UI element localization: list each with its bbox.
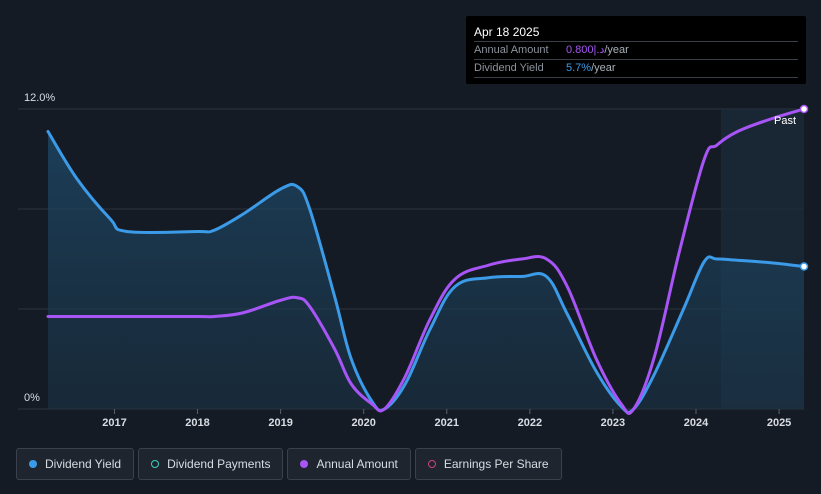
tooltip-yield-row: Dividend Yield 5.7% /year xyxy=(474,59,798,77)
dividend-yield-end-marker xyxy=(799,262,809,271)
legend-earnings-per-share[interactable]: Earnings Per Share xyxy=(414,448,562,480)
legend-dividend-payments[interactable]: Dividend Payments xyxy=(138,448,284,480)
x-tick-label: 2018 xyxy=(185,417,209,429)
tooltip: Apr 18 2025 Annual Amount 0.800|.د /year… xyxy=(466,16,806,84)
tooltip-annual-row: Annual Amount 0.800|.د /year xyxy=(474,41,798,59)
series-lines xyxy=(46,104,809,416)
y-axis-bottom-label: 0% xyxy=(24,392,40,404)
dividend-payments-ring-icon xyxy=(151,460,160,468)
x-tick-label: 2024 xyxy=(684,417,709,429)
legend-dividend-payments-label: Dividend Payments xyxy=(167,457,271,471)
x-tick-label: 2019 xyxy=(268,417,292,429)
x-tick-label: 2022 xyxy=(518,417,542,429)
tooltip-annual-unit: /year xyxy=(604,44,629,56)
tooltip-annual-value: 0.800|.د xyxy=(566,44,605,56)
x-tick-label: 2021 xyxy=(435,417,459,429)
tooltip-date: Apr 18 2025 xyxy=(474,25,540,39)
legend-dividend-yield-label: Dividend Yield xyxy=(45,457,122,471)
legend-earnings-per-share-label: Earnings Per Share xyxy=(443,457,549,471)
legend: Dividend Yield Dividend Payments Annual … xyxy=(16,448,562,480)
annual-amount-end-marker xyxy=(799,104,809,114)
x-tick-label: 2017 xyxy=(102,417,126,429)
dividend-yield-line xyxy=(46,130,806,415)
earnings-per-share-ring-icon xyxy=(427,460,436,468)
annual-amount-dot-icon xyxy=(300,460,309,468)
y-axis-top-label: 12.0% xyxy=(24,92,55,104)
dividend-yield-dot-icon xyxy=(29,460,37,468)
x-tick-label: 2023 xyxy=(601,417,625,429)
tooltip-annual-label: Annual Amount xyxy=(474,44,549,56)
x-tick-label: 2020 xyxy=(351,417,375,429)
yield-area xyxy=(48,131,804,413)
x-axis-ticks: 2017 2018 2019 2020 2021 2022 2023 2024 2025 xyxy=(102,409,791,429)
tooltip-yield-label: Dividend Yield xyxy=(474,62,544,74)
legend-annual-amount[interactable]: Annual Amount xyxy=(287,448,411,480)
tooltip-yield-value: 5.7% xyxy=(566,62,592,74)
legend-annual-amount-label: Annual Amount xyxy=(316,457,398,471)
dividend-yield-area xyxy=(48,131,804,413)
legend-dividend-yield[interactable]: Dividend Yield xyxy=(16,448,135,480)
past-label: Past xyxy=(774,115,797,127)
annual-amount-line xyxy=(46,107,806,416)
tooltip-yield-unit: /year xyxy=(591,62,616,74)
tooltip-bottom-rule xyxy=(474,77,798,95)
x-tick-label: 2025 xyxy=(767,417,791,429)
